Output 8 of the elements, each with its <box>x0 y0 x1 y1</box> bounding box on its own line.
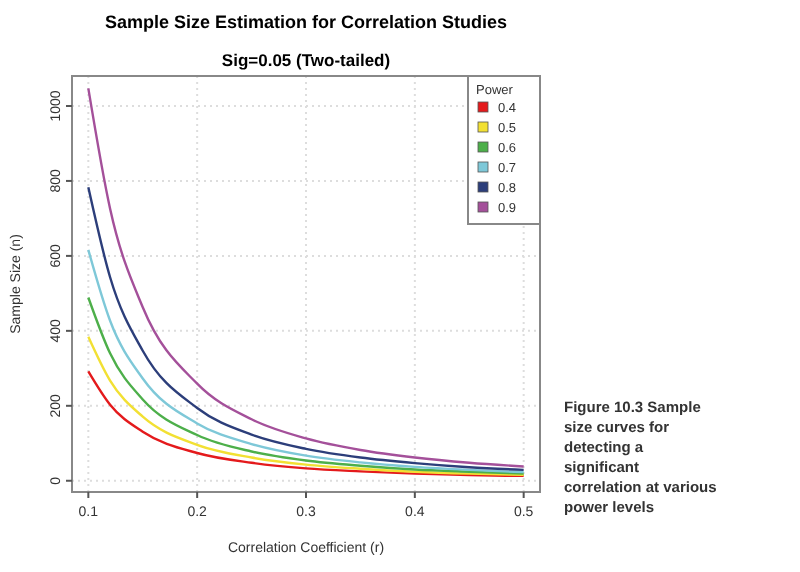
chart-title: Sample Size Estimation for Correlation Studies <box>104 12 508 32</box>
line-series <box>87 186 525 472</box>
line-series <box>87 335 525 476</box>
line-series <box>87 87 525 468</box>
chart-subtitle: Sig=0.05 (Two-tailed) <box>221 50 391 70</box>
line-series <box>87 296 525 475</box>
line-series <box>87 370 525 478</box>
line-series <box>87 248 525 474</box>
